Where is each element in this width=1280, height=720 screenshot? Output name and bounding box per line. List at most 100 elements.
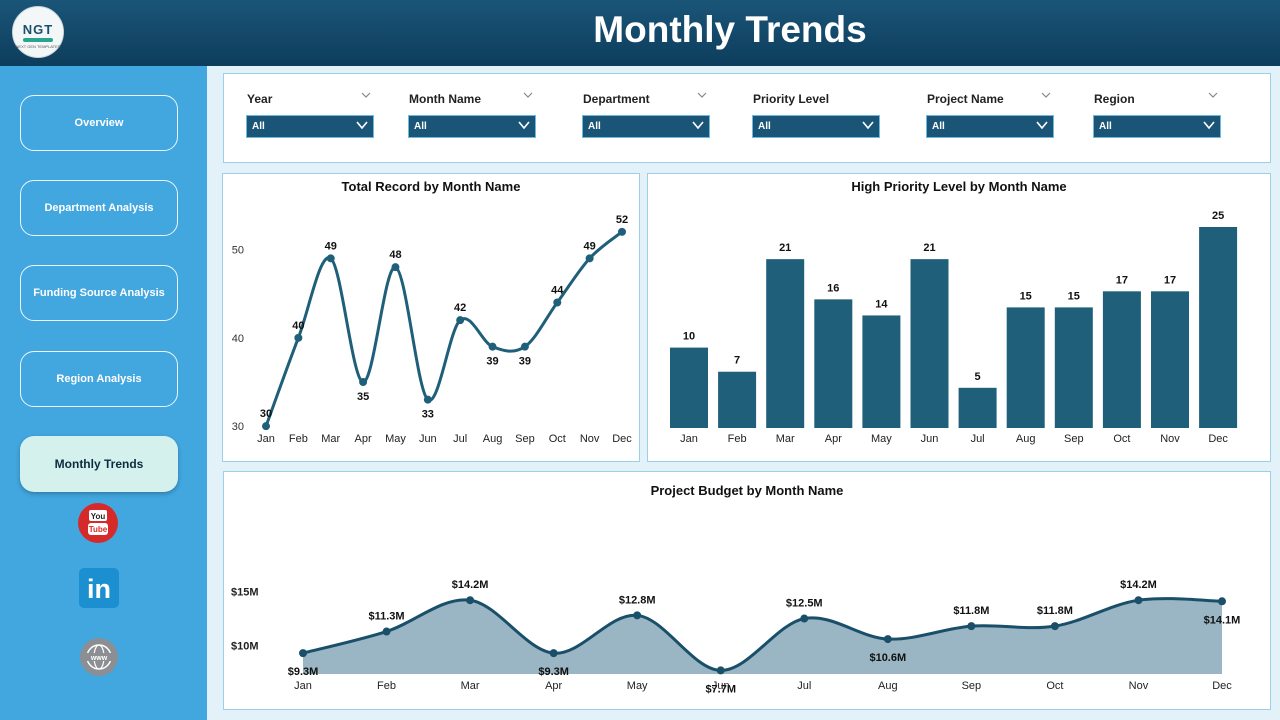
data-point — [633, 611, 642, 620]
data-label: $12.5M — [786, 598, 823, 610]
data-label: $12.8M — [619, 594, 656, 606]
data-label: 44 — [551, 285, 564, 297]
data-point — [326, 254, 335, 263]
data-label: $10.6M — [869, 652, 906, 664]
x-tick-label: Nov — [1160, 433, 1180, 445]
sidebar-item-overview[interactable]: Overview — [20, 95, 178, 151]
data-label: 39 — [519, 356, 531, 368]
y-tick-label: $10M — [231, 641, 259, 653]
data-label: 21 — [923, 242, 935, 254]
data-point — [716, 666, 725, 675]
data-point — [299, 649, 307, 658]
sidebar-item-region-analysis[interactable]: Region Analysis — [20, 351, 178, 407]
chevron-down-icon[interactable] — [361, 92, 371, 99]
chart-title: Project Budget by Month Name — [650, 483, 844, 498]
x-tick-label: May — [627, 680, 648, 692]
x-tick-label: Apr — [355, 433, 372, 445]
chevron-down-icon — [1036, 121, 1048, 130]
month-name-dropdown[interactable]: All — [408, 115, 536, 138]
data-point — [466, 596, 475, 605]
filter-panel: Year All Month Name All Department All P… — [223, 73, 1271, 163]
x-tick-label: Oct — [1046, 680, 1063, 692]
logo: NGT NEXT GEN TEMPLATES — [12, 6, 64, 58]
x-tick-label: May — [385, 433, 406, 445]
sidebar: Overview Department Analysis Funding Sou… — [0, 66, 207, 720]
chevron-down-icon[interactable] — [1208, 92, 1218, 99]
sidebar-item-department-analysis[interactable]: Department Analysis — [20, 180, 178, 236]
data-point — [800, 614, 809, 623]
series-line — [264, 230, 623, 427]
data-point — [294, 333, 303, 342]
data-point — [1050, 622, 1059, 631]
data-label: 39 — [486, 356, 498, 368]
data-label: 16 — [827, 282, 839, 294]
youtube-icon[interactable]: You Tube — [77, 502, 119, 544]
data-point — [553, 298, 562, 307]
data-label: 33 — [422, 409, 434, 421]
data-label: $11.8M — [953, 605, 989, 617]
bar — [862, 315, 901, 428]
x-tick-label: Jun — [921, 433, 939, 445]
data-point — [1218, 597, 1226, 606]
x-tick-label: Aug — [1016, 433, 1036, 445]
x-tick-label: Dec — [1208, 433, 1228, 445]
data-label: 52 — [616, 214, 628, 226]
chevron-down-icon[interactable] — [1041, 92, 1051, 99]
bar — [958, 387, 997, 428]
logo-text: NGT — [22, 22, 54, 37]
data-label: $14.1M — [1204, 614, 1241, 626]
data-point — [967, 622, 976, 631]
dropdown-value: All — [758, 121, 771, 132]
svg-text:Tube: Tube — [89, 525, 108, 534]
x-tick-label: Jan — [680, 433, 698, 445]
bar — [814, 299, 853, 428]
data-point — [423, 395, 432, 404]
data-label: 25 — [1212, 210, 1224, 222]
logo-subtext: NEXT GEN TEMPLATES — [15, 44, 61, 49]
chevron-down-icon — [862, 121, 874, 130]
data-label: 40 — [292, 320, 304, 332]
svg-text:You: You — [91, 512, 106, 521]
priority-level-dropdown[interactable]: All — [752, 115, 880, 138]
data-point — [585, 254, 594, 263]
data-label: 7 — [734, 355, 740, 367]
x-tick-label: Apr — [825, 433, 842, 445]
data-label: 17 — [1164, 274, 1176, 286]
website-icon[interactable]: www — [79, 637, 119, 677]
chevron-down-icon[interactable] — [523, 92, 533, 99]
total-record-line-chart: 30 40 50 30 Jan 40 Feb 49 Mar 35 Apr 48 May 33 Jun 42 Ju… — [232, 214, 633, 445]
filter-label: Department — [583, 92, 650, 106]
data-point — [262, 422, 270, 431]
x-tick-label: Sep — [515, 433, 535, 445]
bar — [1151, 291, 1189, 428]
filter-label: Region — [1094, 92, 1135, 106]
x-tick-label: Jul — [453, 433, 467, 445]
data-point — [382, 627, 391, 636]
data-label: $14.2M — [1120, 579, 1157, 591]
linkedin-icon[interactable]: in — [79, 568, 119, 608]
chevron-down-icon — [356, 121, 368, 130]
series-area — [303, 598, 1222, 674]
x-tick-label: Mar — [321, 433, 340, 445]
data-label: 5 — [975, 371, 981, 383]
year-dropdown[interactable]: All — [246, 115, 374, 138]
data-label: 10 — [683, 331, 695, 343]
project-name-dropdown[interactable]: All — [926, 115, 1054, 138]
x-tick-label: Feb — [728, 433, 747, 445]
filter-label: Month Name — [409, 92, 481, 106]
x-tick-label: May — [871, 433, 892, 445]
region-dropdown[interactable]: All — [1093, 115, 1221, 138]
high-priority-chart-panel: High Priority Level by Month Name 10 Jan 7… — [647, 173, 1271, 462]
filter-label: Year — [247, 92, 273, 106]
bar — [1102, 291, 1141, 428]
x-tick-label: Jan — [294, 680, 312, 692]
dropdown-value: All — [1099, 121, 1112, 132]
svg-text:www: www — [90, 655, 108, 662]
sidebar-item-monthly-trends[interactable]: Monthly Trends — [20, 436, 178, 492]
data-label: 49 — [584, 240, 596, 252]
sidebar-item-funding-source-analysis[interactable]: Funding Source Analysis — [20, 265, 178, 321]
chevron-down-icon[interactable] — [697, 92, 707, 99]
chevron-down-icon — [518, 121, 530, 130]
data-label: 30 — [260, 408, 272, 420]
department-dropdown[interactable]: All — [582, 115, 710, 138]
